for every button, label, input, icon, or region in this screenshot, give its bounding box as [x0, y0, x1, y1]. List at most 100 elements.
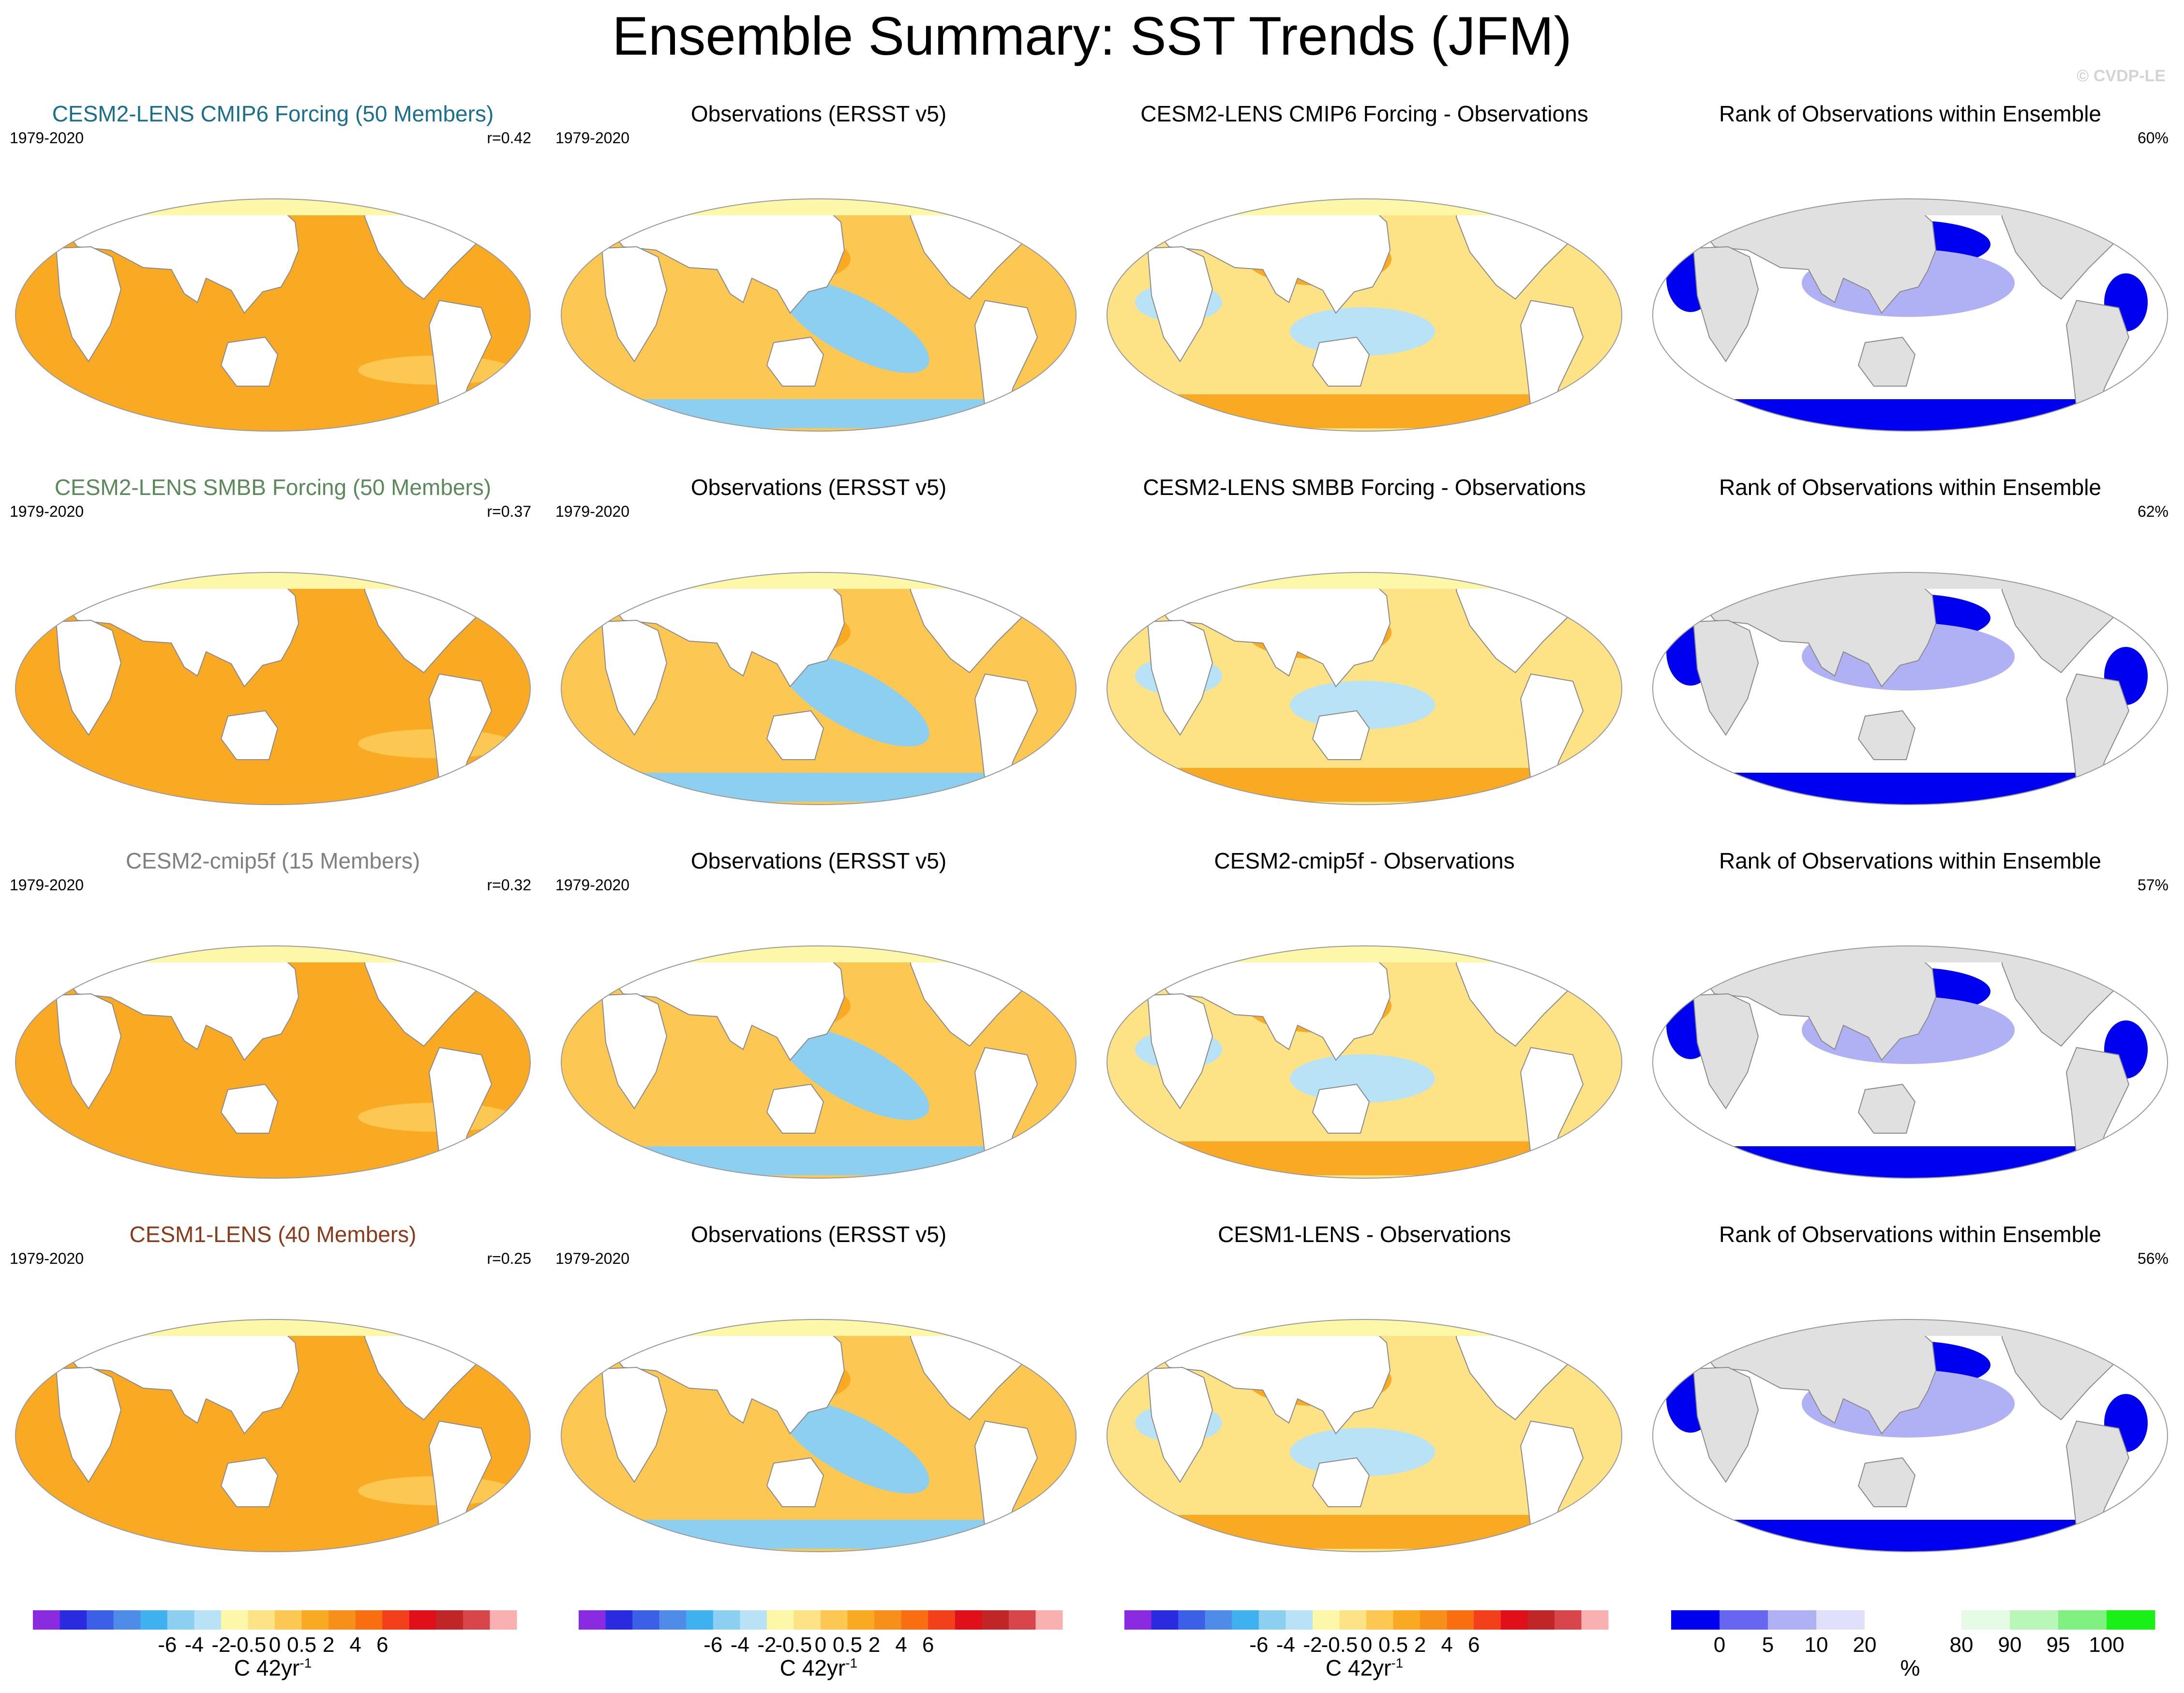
map-obs-trend: [561, 1319, 1077, 1552]
map-model-trend: [15, 945, 531, 1179]
colorbar-tick-label: -0.5: [1321, 1633, 1358, 1654]
units-exponent: -1: [845, 1655, 858, 1671]
colorbar-swatch: [713, 1610, 740, 1630]
period-label: 1979-2020: [555, 129, 630, 147]
panel-rank: Rank of Observations within Ensemble 57%: [1637, 846, 2183, 1222]
colorbar-swatch: [1865, 1610, 1914, 1630]
colorbar-tick-label: 2: [1414, 1633, 1426, 1654]
southern-ocean-low-rank: [1653, 399, 2168, 431]
trend-colorbar: -6 -4 -2 -0.5 0 0.5 2 4 6 C 42yr-1: [1092, 1601, 1637, 1693]
australia-landmass: [220, 336, 279, 387]
map-model-trend: [15, 1319, 531, 1552]
colorbar-tick-label: 6: [922, 1633, 934, 1654]
panel-title-obs: Observations (ERSST v5): [690, 848, 947, 873]
colorbar-swatch: [1420, 1610, 1448, 1630]
southern-ocean-low-rank: [1653, 1520, 2168, 1552]
colorbar-tick-label: 100: [2089, 1633, 2124, 1654]
map-outline: [1107, 1319, 1622, 1552]
australia-landmass: [1857, 710, 1916, 760]
colorbar-swatch: [1393, 1610, 1421, 1630]
greenland-landmass: [517, 199, 530, 201]
colorbar-swatch: [659, 1610, 687, 1630]
rank-percent: 57%: [2137, 876, 2169, 894]
pattern-correlation: r=0.25: [487, 1250, 531, 1267]
map-model-trend: [15, 572, 531, 805]
panel-obs: Observations (ERSST v5) 1979-2020: [546, 1220, 1092, 1595]
colorbar-swatch: [490, 1610, 517, 1630]
africa-landmass: [601, 993, 668, 1109]
colorbar-swatch: [1816, 1610, 1865, 1630]
colorbar-swatch: [221, 1610, 248, 1630]
map-outline: [15, 945, 531, 1179]
colorbar-swatch: [2058, 1610, 2107, 1630]
units-exponent: -1: [299, 1655, 312, 1671]
trend-colorbar-scale: -6 -4 -2-0.5 0 0.5 2 4 6: [33, 1610, 517, 1657]
colorbar-swatch: [1961, 1610, 2010, 1630]
colorbar-tick-label: 90: [1998, 1633, 2022, 1654]
rank-colorbar-scale: 0 5 10 20 80 90 95 100: [1671, 1610, 2155, 1657]
panel-rank: Rank of Observations within Ensemble 60%: [1637, 99, 2183, 475]
africa-landmass: [1147, 619, 1213, 736]
colorbar-swatch: [382, 1610, 410, 1630]
greenland-landmass: [517, 1319, 530, 1321]
map-outline: [1107, 945, 1622, 1179]
colorbar-swatch: [766, 1610, 794, 1630]
colorbar-tick-label: -2: [211, 1633, 230, 1654]
period-label: 1979-2020: [10, 503, 84, 520]
rank-percent: 56%: [2137, 1250, 2169, 1267]
colorbar-tick-label: -0.5: [776, 1633, 812, 1654]
southern-ocean-cooling: [609, 1520, 1025, 1549]
colorbar-units: C 42yr-1: [1092, 1655, 1637, 1681]
australia-landmass: [220, 1083, 279, 1134]
colorbar-swatch: [1500, 1610, 1528, 1630]
units-exponent: -1: [1391, 1655, 1404, 1671]
cool-anomaly: [781, 1401, 929, 1494]
panel-title-diff: CESM2-cmip5f - Observations: [1214, 848, 1515, 873]
panel-rank: Rank of Observations within Ensemble 62%: [1637, 473, 2183, 848]
colorbar-swatch: [847, 1610, 875, 1630]
colorbar-swatch: [409, 1610, 436, 1630]
colorbar-swatch: [874, 1610, 902, 1630]
units-text: C 42yr: [234, 1655, 300, 1680]
cool-anomaly: [781, 1027, 929, 1120]
map-obs-trend: [561, 198, 1077, 432]
colorbar-swatch: [1178, 1610, 1206, 1630]
colorbar-swatch: [1124, 1610, 1152, 1630]
colorbar-swatch: [1527, 1610, 1555, 1630]
credit-watermark: © CVDP-LE: [2077, 67, 2166, 85]
greenland-landmass: [1062, 946, 1076, 948]
map-outline: [1652, 1319, 2168, 1552]
colorbar-swatch: [436, 1610, 464, 1630]
colorbar-swatch: [33, 1610, 60, 1630]
colorbar-tick-label: 4: [895, 1633, 907, 1654]
panel-title-model: CESM2-LENS SMBB Forcing (50 Members): [54, 475, 492, 500]
colorbar-tick-label: 0: [1714, 1633, 1725, 1654]
australia-landmass: [1857, 1083, 1916, 1134]
australia-landmass: [220, 1457, 279, 1507]
colorbar-swatch: [740, 1610, 767, 1630]
australia-landmass: [1312, 336, 1370, 387]
panel-title-obs: Observations (ERSST v5): [690, 475, 947, 500]
rank-colorbar: 0 5 10 20 80 90 95 100 %: [1637, 1601, 2183, 1693]
greenland-landmass: [517, 946, 530, 948]
pattern-correlation: r=0.42: [487, 129, 531, 147]
period-label: 1979-2020: [555, 503, 630, 520]
trend-colorbar-scale: -6 -4 -2-0.5 0 0.5 2 4 6: [579, 1610, 1063, 1657]
pattern-correlation: r=0.37: [487, 503, 531, 520]
colorbar-swatch: [1913, 1610, 1962, 1630]
cool-anomaly: [781, 654, 929, 747]
colorbar-swatch: [194, 1610, 222, 1630]
colorbar-swatch: [1366, 1610, 1394, 1630]
greenland-landmass: [2154, 199, 2168, 201]
colorbar-swatch: [1720, 1610, 1768, 1630]
units-text: C 42yr: [1325, 1655, 1391, 1680]
colorbar-swatch: [1581, 1610, 1609, 1630]
africa-landmass: [601, 619, 668, 736]
panel-title-diff: CESM2-LENS CMIP6 Forcing - Observations: [1140, 101, 1588, 126]
australia-landmass: [1857, 336, 1916, 387]
colorbar-swatch: [1339, 1610, 1367, 1630]
panel-obs: Observations (ERSST v5) 1979-2020: [546, 473, 1092, 848]
panel-title-model: CESM1-LENS (40 Members): [129, 1222, 417, 1247]
colorbar-swatch: [1258, 1610, 1286, 1630]
colorbar-swatch: [1232, 1610, 1259, 1630]
